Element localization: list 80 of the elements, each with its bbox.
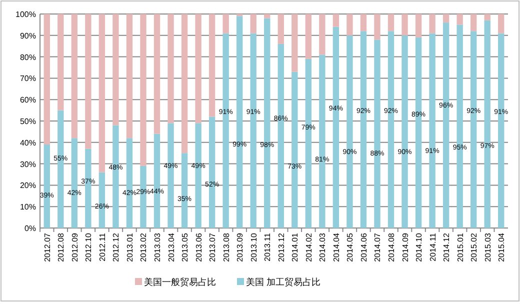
bar [292,14,298,72]
x-tick-label: 2013.09 [236,232,245,262]
x-tick-label: 2014.12 [442,232,452,262]
x-tick-label: 2013.02 [139,232,148,262]
bar [442,14,450,23]
bar [278,14,284,44]
bar [112,14,119,126]
y-tick-label: 80% [20,52,36,62]
bar [346,14,353,36]
x-tick-label: 2012.07 [42,232,52,262]
x-tick-label: 2014.05 [346,232,355,262]
x-tick-label: 2014.07 [373,232,382,262]
y-tick-label: 70% [20,74,36,84]
bar [168,14,174,124]
x-tick-label: 2013.08 [222,232,231,262]
bar [140,14,146,166]
bar [305,14,312,59]
x-tick-label: 2013.01 [125,232,134,262]
x-tick-label: 2013.07 [208,232,218,262]
y-tick-label: 60% [20,96,36,105]
x-tick-label: 2013.06 [194,232,204,262]
y-tick-label: 100% [16,10,36,19]
bar [222,14,229,34]
x-tick-label: 2015.01 [456,232,465,262]
bar [181,14,188,154]
bar [456,14,463,25]
bar [388,14,394,32]
y-tick-label: 0% [24,224,36,233]
x-tick-label: 2012.09 [70,232,80,262]
x-tick-label: 2014.06 [359,232,368,262]
bar [319,14,326,55]
bar [498,14,504,34]
x-tick-label: 2014.10 [414,232,424,262]
y-tick-label: 10% [20,202,36,212]
bar [484,14,490,20]
x-tick-label: 2014.04 [332,232,341,262]
bar [195,14,202,124]
bar [250,14,256,34]
bar [154,14,160,134]
legend-label: 美国 加工贸易占比 [246,277,321,287]
bar [470,14,477,32]
x-tick-label: 2012.08 [56,232,66,262]
y-tick-label: 50% [20,117,36,126]
bar [58,14,64,110]
x-tick-label: 2015.03 [483,232,492,262]
y-tick-label: 90% [20,31,36,40]
x-tick-label: 2013.12 [276,232,286,262]
bar [44,14,50,145]
bar [71,14,78,138]
y-tick-label: 40% [20,138,36,148]
x-tick-label: 2015.02 [470,232,479,262]
bar [374,14,380,40]
x-tick-label: 2015.04 [497,232,506,262]
y-tick-label: 20% [20,181,36,190]
bar [98,14,106,172]
bar [264,14,270,18]
bar [415,14,422,38]
x-tick-label: 2012.10 [84,232,94,262]
x-tick-label: 2013.04 [166,232,176,262]
x-tick-label: 2014.03 [318,232,328,262]
bar [85,14,92,149]
x-tick-label: 2014.02 [304,232,314,262]
x-tick-label: 2014.09 [400,232,410,262]
bar [402,14,408,36]
x-tick-label: 2012.12 [112,232,121,262]
x-tick-label: 2014.01 [290,232,300,262]
x-tick-label: 2013.05 [180,232,190,262]
x-tick-label: 2014.11 [428,232,438,262]
bar [429,14,436,34]
x-tick-label: 2012.11 [98,232,107,262]
bar [360,14,367,32]
x-tick-label: 2013.03 [153,232,162,262]
y-tick-label: 30% [20,160,36,169]
bar [332,14,340,27]
x-tick-label: 2013.10 [249,232,258,262]
bar [208,14,216,117]
x-tick-label: 2013.11 [263,232,272,262]
legend-label: 美国一般贸易占比 [144,277,216,287]
x-tick-label: 2014.08 [387,232,396,262]
bar [126,14,133,138]
